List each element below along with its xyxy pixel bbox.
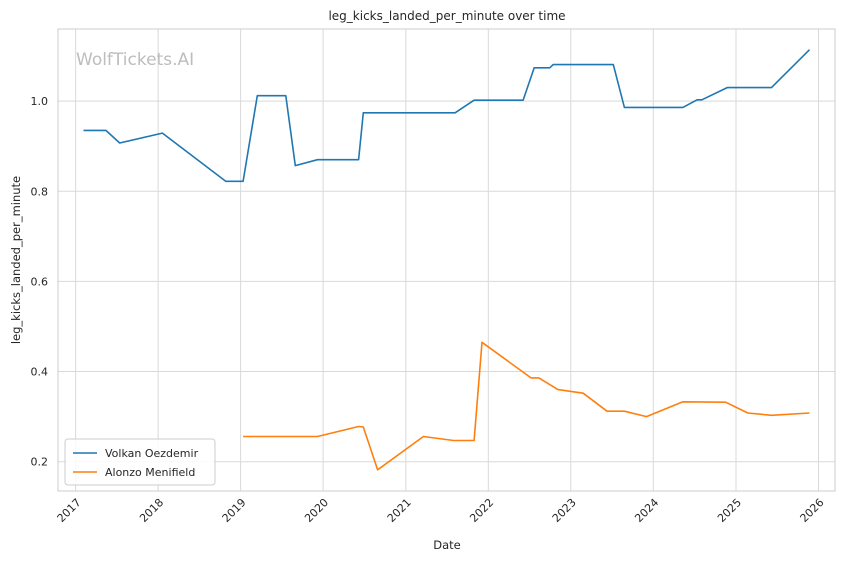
- y-tick-label: 0.6: [31, 275, 49, 288]
- legend-box: [64, 438, 216, 486]
- y-axis-label: leg_kicks_landed_per_minute: [9, 176, 23, 344]
- y-tick-label: 0.8: [31, 185, 49, 198]
- plot-frame: [57, 28, 836, 492]
- series-line-alonzo-menifield: [243, 341, 810, 471]
- y-tick-labels: 0.2 0.4 0.6 0.8 1.0: [31, 95, 49, 469]
- series-line-volkan-oezdemir: [83, 49, 811, 183]
- legend-label-alonzo-menifield: Alonzo Menifield: [105, 466, 195, 479]
- chart-title: leg_kicks_landed_per_minute over time: [328, 9, 565, 23]
- y-tick-label: 1.0: [31, 95, 49, 108]
- x-axis-label: Date: [433, 538, 461, 552]
- watermark: WolfTickets.AI: [76, 50, 194, 70]
- legend-label-volkan-oezdemir: Volkan Oezdemir: [105, 447, 199, 460]
- y-tick-label: 0.2: [31, 456, 49, 469]
- series-layer: [83, 49, 811, 471]
- grid: [58, 29, 835, 491]
- legend: Volkan Oezdemir Alonzo Menifield: [64, 438, 216, 486]
- y-tick-label: 0.4: [31, 366, 49, 379]
